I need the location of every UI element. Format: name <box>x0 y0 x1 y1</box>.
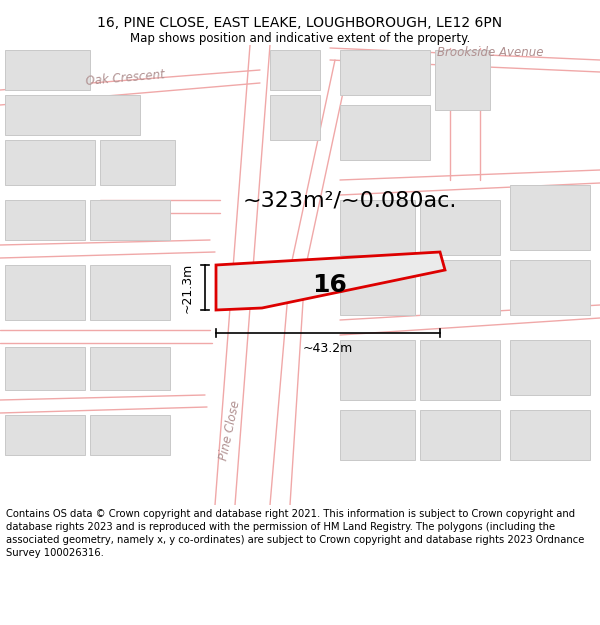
Text: Brookside Avenue: Brookside Avenue <box>437 46 543 59</box>
Polygon shape <box>340 200 415 255</box>
Polygon shape <box>420 260 500 315</box>
Polygon shape <box>270 95 320 140</box>
Text: Contains OS data © Crown copyright and database right 2021. This information is : Contains OS data © Crown copyright and d… <box>6 509 584 558</box>
Polygon shape <box>435 50 490 110</box>
Polygon shape <box>510 340 590 395</box>
Text: 16: 16 <box>313 273 347 297</box>
Text: ~21.3m: ~21.3m <box>181 262 193 312</box>
Text: ~43.2m: ~43.2m <box>303 342 353 356</box>
Polygon shape <box>5 265 85 320</box>
Polygon shape <box>5 200 85 240</box>
Polygon shape <box>510 260 590 315</box>
Polygon shape <box>5 415 85 455</box>
Polygon shape <box>510 410 590 460</box>
Polygon shape <box>216 252 445 310</box>
Polygon shape <box>270 50 320 90</box>
Polygon shape <box>340 340 415 400</box>
Text: 16, PINE CLOSE, EAST LEAKE, LOUGHBOROUGH, LE12 6PN: 16, PINE CLOSE, EAST LEAKE, LOUGHBOROUGH… <box>97 16 503 30</box>
Polygon shape <box>90 347 170 390</box>
Polygon shape <box>90 415 170 455</box>
Text: ~323m²/~0.080ac.: ~323m²/~0.080ac. <box>243 190 457 210</box>
Polygon shape <box>510 185 590 250</box>
Text: Pine Close: Pine Close <box>217 399 242 461</box>
Polygon shape <box>420 410 500 460</box>
Polygon shape <box>340 50 430 95</box>
Polygon shape <box>340 260 415 315</box>
Text: Oak Crescent: Oak Crescent <box>85 68 165 88</box>
Polygon shape <box>90 200 170 240</box>
Text: Map shows position and indicative extent of the property.: Map shows position and indicative extent… <box>130 32 470 45</box>
Bar <box>5 95 140 135</box>
Polygon shape <box>420 340 500 400</box>
Bar <box>5 140 95 185</box>
Bar <box>100 140 175 185</box>
Polygon shape <box>340 105 430 160</box>
Bar <box>5 50 90 90</box>
Polygon shape <box>340 410 415 460</box>
Polygon shape <box>5 347 85 390</box>
Polygon shape <box>90 265 170 320</box>
Polygon shape <box>420 200 500 255</box>
